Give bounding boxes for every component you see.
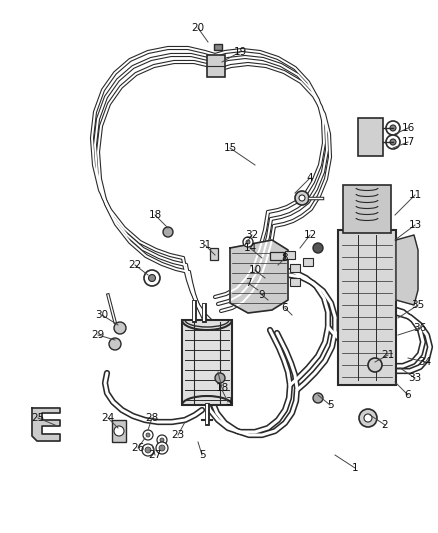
Text: 5: 5 — [199, 450, 205, 460]
Text: 10: 10 — [248, 265, 261, 275]
Text: 15: 15 — [223, 143, 237, 153]
Circle shape — [146, 433, 150, 437]
Text: 22: 22 — [128, 260, 141, 270]
Bar — [270, 252, 284, 260]
Bar — [207, 55, 225, 77]
Bar — [214, 44, 222, 50]
Circle shape — [364, 414, 372, 422]
Text: 20: 20 — [191, 23, 205, 33]
Bar — [182, 320, 232, 405]
Text: 4: 4 — [307, 173, 313, 183]
Text: 36: 36 — [413, 323, 427, 333]
Circle shape — [148, 274, 155, 281]
Circle shape — [114, 426, 124, 436]
Text: 6: 6 — [405, 390, 411, 400]
Polygon shape — [32, 408, 60, 441]
Circle shape — [215, 373, 225, 383]
Polygon shape — [230, 240, 288, 313]
Text: 7: 7 — [245, 278, 251, 288]
Text: 3: 3 — [225, 397, 231, 407]
Text: 16: 16 — [401, 123, 415, 133]
Circle shape — [390, 125, 396, 131]
Bar — [303, 258, 313, 266]
Circle shape — [160, 438, 164, 442]
Text: 18: 18 — [148, 210, 162, 220]
Text: 31: 31 — [198, 240, 212, 250]
Text: 11: 11 — [408, 190, 422, 200]
Circle shape — [295, 191, 309, 205]
Text: 14: 14 — [244, 243, 257, 253]
Text: 25: 25 — [32, 413, 45, 423]
Bar — [358, 118, 383, 156]
Text: 1: 1 — [352, 463, 358, 473]
Circle shape — [109, 338, 121, 350]
Circle shape — [368, 358, 382, 372]
Text: 2: 2 — [381, 420, 389, 430]
Bar — [112, 420, 126, 442]
Text: 33: 33 — [408, 373, 422, 383]
Text: 19: 19 — [233, 47, 247, 57]
Text: 17: 17 — [401, 137, 415, 147]
Text: 8: 8 — [282, 253, 288, 263]
Circle shape — [359, 409, 377, 427]
Bar — [285, 251, 295, 259]
Text: 12: 12 — [304, 230, 317, 240]
Polygon shape — [396, 235, 418, 305]
Circle shape — [313, 243, 323, 253]
Text: 30: 30 — [95, 310, 109, 320]
Text: 32: 32 — [245, 230, 258, 240]
Text: 26: 26 — [131, 443, 145, 453]
Bar — [338, 230, 396, 385]
Text: 24: 24 — [101, 413, 115, 423]
Text: 28: 28 — [145, 413, 159, 423]
Text: 18: 18 — [215, 383, 229, 393]
Circle shape — [114, 322, 126, 334]
Circle shape — [313, 393, 323, 403]
Circle shape — [386, 135, 400, 149]
Text: 21: 21 — [381, 350, 395, 360]
Text: 34: 34 — [418, 357, 431, 367]
Text: 35: 35 — [411, 300, 424, 310]
Bar — [290, 264, 300, 272]
Text: 23: 23 — [171, 430, 185, 440]
Circle shape — [246, 240, 250, 244]
Text: 13: 13 — [408, 220, 422, 230]
Text: 9: 9 — [259, 290, 265, 300]
Text: 6: 6 — [282, 303, 288, 313]
Circle shape — [142, 444, 154, 456]
Text: 29: 29 — [92, 330, 105, 340]
Bar — [210, 248, 218, 260]
Circle shape — [159, 445, 165, 451]
Circle shape — [243, 237, 253, 247]
Bar — [343, 185, 391, 233]
Circle shape — [145, 447, 151, 453]
Text: 27: 27 — [148, 450, 162, 460]
Circle shape — [163, 227, 173, 237]
Bar — [290, 278, 300, 286]
Circle shape — [390, 139, 396, 145]
Circle shape — [386, 121, 400, 135]
Circle shape — [143, 430, 153, 440]
Circle shape — [144, 270, 160, 286]
Circle shape — [157, 435, 167, 445]
Text: 5: 5 — [327, 400, 333, 410]
Circle shape — [156, 442, 168, 454]
Circle shape — [299, 195, 305, 201]
